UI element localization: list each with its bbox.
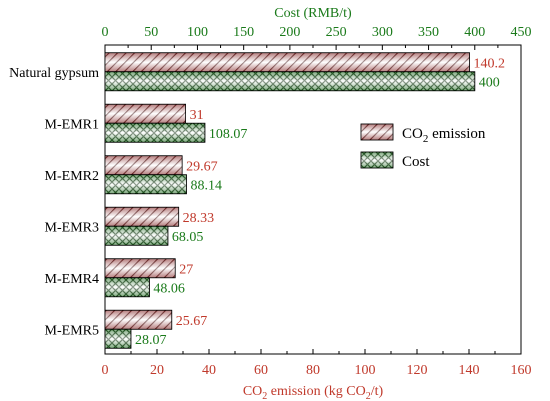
co2-value-label: 25.67 (176, 314, 208, 329)
bottom-axis-tick-label: 160 (511, 363, 532, 378)
cost-value-label: 48.06 (153, 281, 185, 296)
cost-value-label: 108.07 (209, 127, 248, 142)
bottom-axis-tick-label: 60 (254, 363, 268, 378)
cost-value-label: 28.07 (135, 333, 167, 348)
top-axis-tick-label: 400 (464, 25, 485, 40)
co2-value-label: 28.33 (183, 211, 215, 226)
co2-bar-shade (104, 206, 180, 227)
co2-bar-shade (104, 309, 173, 330)
cost-bar-shade (104, 277, 150, 298)
category-label: M-EMR3 (45, 220, 99, 235)
top-axis-tick-label: 50 (144, 25, 158, 40)
bars (104, 52, 476, 349)
co2-bar-shade (104, 103, 186, 124)
bottom-axis-tick-label: 80 (306, 363, 320, 378)
category-label: M-EMR1 (45, 117, 99, 132)
top-axis-tick-label: 200 (279, 25, 300, 40)
plot-frame (104, 44, 522, 355)
top-axis-tick-label: 350 (418, 25, 439, 40)
bottom-axis-tick-label: 20 (150, 363, 164, 378)
top-axis: 0 50 100 150 200 250 300 350 400 450 (102, 25, 532, 50)
value-labels: 140.2 400 31 108.07 29.67 88.14 28.33 68.05 27 48… (135, 56, 505, 348)
co2-value-label: 29.67 (186, 159, 218, 174)
top-axis-title: Cost (RMB/t) (274, 6, 352, 21)
category-labels: Natural gypsum M-EMR1 M-EMR2 M-EMR3 M-EMR4 M-… (9, 66, 110, 338)
cost-bar-shade (104, 225, 169, 246)
legend-label-cost: Cost (402, 154, 430, 170)
legend-label-co2: CO2 emission (402, 126, 486, 145)
cost-bar-shade (104, 122, 206, 143)
bottom-axis-tick-label: 120 (407, 363, 428, 378)
category-label: Natural gypsum (9, 66, 99, 81)
co2-bar-shade (104, 155, 183, 176)
cost-bar-shade (104, 174, 187, 195)
bottom-axis-tick-label: 100 (355, 363, 376, 378)
bottom-axis-tick-label: 40 (202, 363, 216, 378)
top-axis-tick-label: 250 (326, 25, 347, 40)
bottom-axis-tick-label: 0 (102, 363, 109, 378)
co2-bar-shade (104, 258, 176, 279)
top-axis-tick-label: 300 (372, 25, 393, 40)
bottom-axis-title: CO2 emission (kg CO2/t) (243, 384, 384, 401)
cost-bar-shade (104, 328, 132, 349)
top-axis-tick-label: 450 (511, 25, 532, 40)
top-axis-tick-label: 150 (233, 25, 254, 40)
co2-value-label: 31 (190, 108, 204, 123)
co2-value-label: 27 (179, 262, 193, 277)
legend: CO2 emission Cost (360, 123, 486, 170)
top-axis-tick-label: 100 (187, 25, 208, 40)
bottom-axis: 0 20 40 60 80 100 120 140 160 (102, 349, 532, 378)
category-label: M-EMR2 (45, 169, 99, 184)
bottom-axis-tick-label: 140 (459, 363, 480, 378)
co2-value-label: 140.2 (474, 56, 506, 71)
cost-bar-shade (104, 71, 476, 92)
cost-value-label: 400 (479, 75, 500, 90)
cost-value-label: 68.05 (172, 230, 204, 245)
category-label: M-EMR5 (45, 323, 99, 338)
top-axis-tick-label: 0 (102, 25, 109, 40)
category-label: M-EMR4 (45, 272, 99, 287)
cost-value-label: 88.14 (190, 178, 222, 193)
co2-bar-shade (104, 52, 470, 73)
